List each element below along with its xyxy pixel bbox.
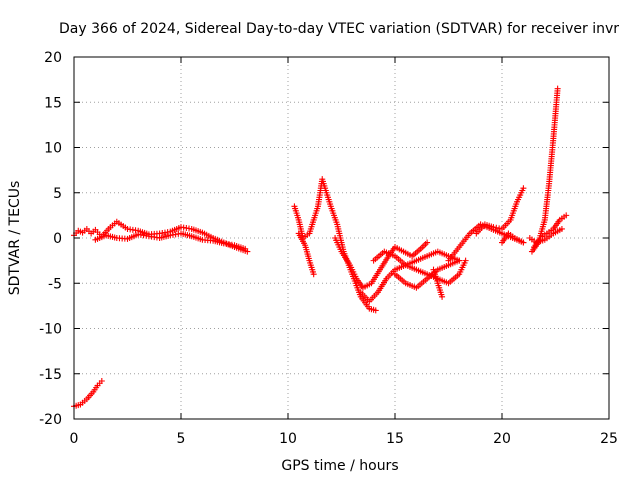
data-point (456, 257, 463, 264)
data-point (520, 239, 527, 246)
y-tick-label: 20 (44, 50, 62, 66)
x-tick-label: 15 (386, 431, 404, 447)
y-tick-label: 0 (53, 231, 62, 247)
data-point (439, 293, 446, 300)
x-tick-label: 10 (279, 431, 297, 447)
data-point (242, 245, 249, 252)
x-axis-label: GPS time / hours (281, 458, 398, 474)
y-tick-label: 10 (44, 141, 62, 157)
y-tick-label: -5 (48, 276, 62, 292)
data-point (372, 307, 379, 314)
x-tick-label: 25 (600, 431, 618, 447)
data-point (563, 212, 570, 219)
tick-labels: 0 5 10 15 20 25 -20 -15 -10 -5 0 5 10 15 20 (39, 50, 618, 447)
data-point (462, 257, 469, 264)
data-point (554, 85, 561, 92)
data-point (98, 377, 105, 384)
y-tick-label: -15 (39, 367, 62, 383)
y-tick-label: 15 (44, 95, 62, 111)
data-point (490, 224, 497, 231)
data-point (424, 239, 431, 246)
data-point (310, 271, 317, 278)
y-tick-label: -10 (39, 322, 62, 338)
data-point (496, 225, 503, 232)
chart-title: Day 366 of 2024, Sidereal Day-to-day VTE… (59, 21, 619, 37)
x-tick-label: 20 (493, 431, 511, 447)
plot-frame (73, 56, 610, 420)
data-point (493, 224, 500, 231)
y-tick-label: 5 (53, 186, 62, 202)
data-point (520, 185, 527, 192)
y-tick-label: -20 (39, 412, 62, 428)
y-axis-label: SDTVAR / TECUs (7, 181, 23, 296)
grid-lines (74, 57, 609, 419)
data-point (558, 225, 565, 232)
x-tick-label: 5 (177, 431, 186, 447)
data-points (71, 85, 570, 410)
x-tick-label: 0 (70, 431, 79, 447)
